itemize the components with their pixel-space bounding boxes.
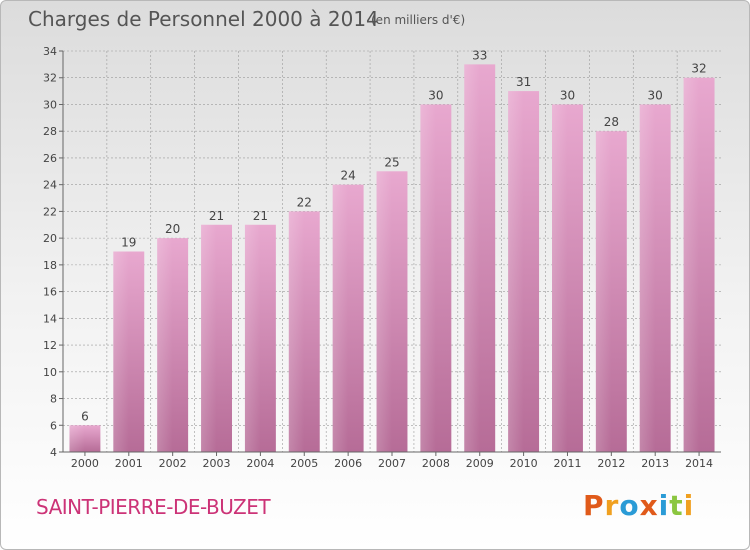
data-label: 28	[604, 115, 619, 129]
proxiti-logo: Proxiti	[583, 489, 694, 522]
bar-highlight	[201, 224, 217, 452]
logo-letter: i	[658, 489, 670, 522]
logo-letter: t	[669, 489, 684, 522]
y-tick-label: 26	[43, 152, 57, 165]
y-tick-label: 24	[43, 179, 57, 192]
y-tick-label: 20	[43, 232, 57, 245]
logo-letter: x	[639, 489, 659, 522]
data-label: 33	[472, 48, 487, 62]
data-label: 6	[81, 409, 89, 423]
x-tick-label: 2001	[115, 457, 143, 470]
bar-highlight	[288, 211, 305, 452]
x-tick-label: 2006	[334, 457, 362, 470]
bar-highlight	[552, 104, 568, 452]
y-tick-label: 14	[43, 312, 57, 325]
data-label: 25	[384, 155, 399, 169]
bar-highlight	[157, 238, 173, 452]
x-tick-label: 2002	[159, 457, 187, 470]
data-label: 31	[516, 75, 531, 89]
y-tick-label: 18	[43, 259, 57, 272]
x-tick-label: 2010	[510, 457, 538, 470]
axes	[59, 50, 721, 456]
bar-highlight	[683, 77, 700, 452]
bar-highlight	[595, 131, 612, 452]
data-label: 30	[648, 88, 663, 102]
chart-subtitle: (en milliers d'€)	[371, 13, 466, 27]
x-tick-label: 2011	[553, 457, 581, 470]
y-tick-label: 4	[50, 446, 57, 459]
y-tick-label: 34	[43, 45, 57, 58]
y-tick-label: 10	[43, 366, 57, 379]
logo-letter: r	[604, 489, 620, 522]
x-tick-label: 2013	[641, 457, 669, 470]
x-tick-label: 2008	[422, 457, 450, 470]
bar-highlight	[244, 224, 261, 452]
x-tick-label: 2012	[597, 457, 625, 470]
bar-highlight	[113, 251, 129, 452]
logo-letter: P	[583, 489, 605, 522]
data-label: 22	[297, 195, 312, 209]
bar-highlight	[376, 171, 392, 453]
x-tick-label: 2014	[685, 457, 713, 470]
labels: 4 6 8 10 12 14 16 18 20 22 24 26 28 30 32 34 6 2000 19 2001…	[43, 45, 713, 470]
data-label: 30	[560, 88, 575, 102]
data-label: 20	[165, 222, 180, 236]
y-tick-label: 12	[43, 339, 57, 352]
data-label: 24	[340, 169, 355, 183]
bar-highlight	[420, 104, 436, 452]
y-tick-label: 6	[50, 419, 57, 432]
x-tick-label: 2000	[71, 457, 99, 470]
chart-title: Charges de Personnel 2000 à 2014	[28, 7, 379, 31]
x-tick-label: 2007	[378, 457, 406, 470]
data-label: 21	[209, 209, 224, 223]
x-tick-label: 2009	[466, 457, 494, 470]
data-label: 19	[121, 236, 136, 250]
y-tick-label: 30	[43, 98, 57, 111]
x-tick-label: 2005	[290, 457, 318, 470]
logo-letter: i	[683, 489, 695, 522]
y-tick-label: 32	[43, 72, 57, 85]
bars	[69, 64, 715, 453]
data-label: 32	[691, 62, 706, 76]
y-tick-label: 22	[43, 205, 57, 218]
y-tick-label: 28	[43, 125, 57, 138]
y-tick-label: 8	[50, 393, 57, 406]
bar-highlight	[69, 425, 85, 452]
bar-highlight	[508, 91, 524, 452]
x-tick-label: 2004	[246, 457, 274, 470]
bar-highlight	[332, 184, 349, 452]
logo-letter: o	[619, 489, 640, 522]
commune-name: SAINT-PIERRE-DE-BUZET	[36, 495, 271, 519]
x-tick-label: 2003	[203, 457, 231, 470]
data-label: 30	[428, 88, 443, 102]
data-label: 21	[253, 209, 268, 223]
bar-highlight	[464, 64, 480, 452]
y-tick-label: 16	[43, 286, 57, 299]
bar-highlight	[639, 104, 656, 452]
